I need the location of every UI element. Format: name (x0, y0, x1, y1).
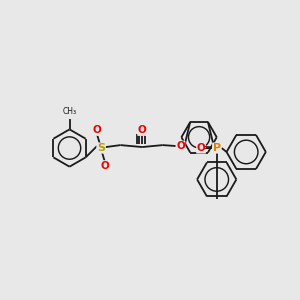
Text: CH₃: CH₃ (62, 106, 76, 116)
Text: P: P (213, 143, 221, 153)
Text: O: O (176, 141, 185, 151)
Text: O: O (197, 143, 206, 153)
Text: S: S (97, 143, 105, 153)
Text: O: O (100, 161, 109, 171)
Text: =: = (204, 143, 212, 153)
Text: O: O (93, 125, 101, 135)
Text: O: O (138, 125, 146, 135)
